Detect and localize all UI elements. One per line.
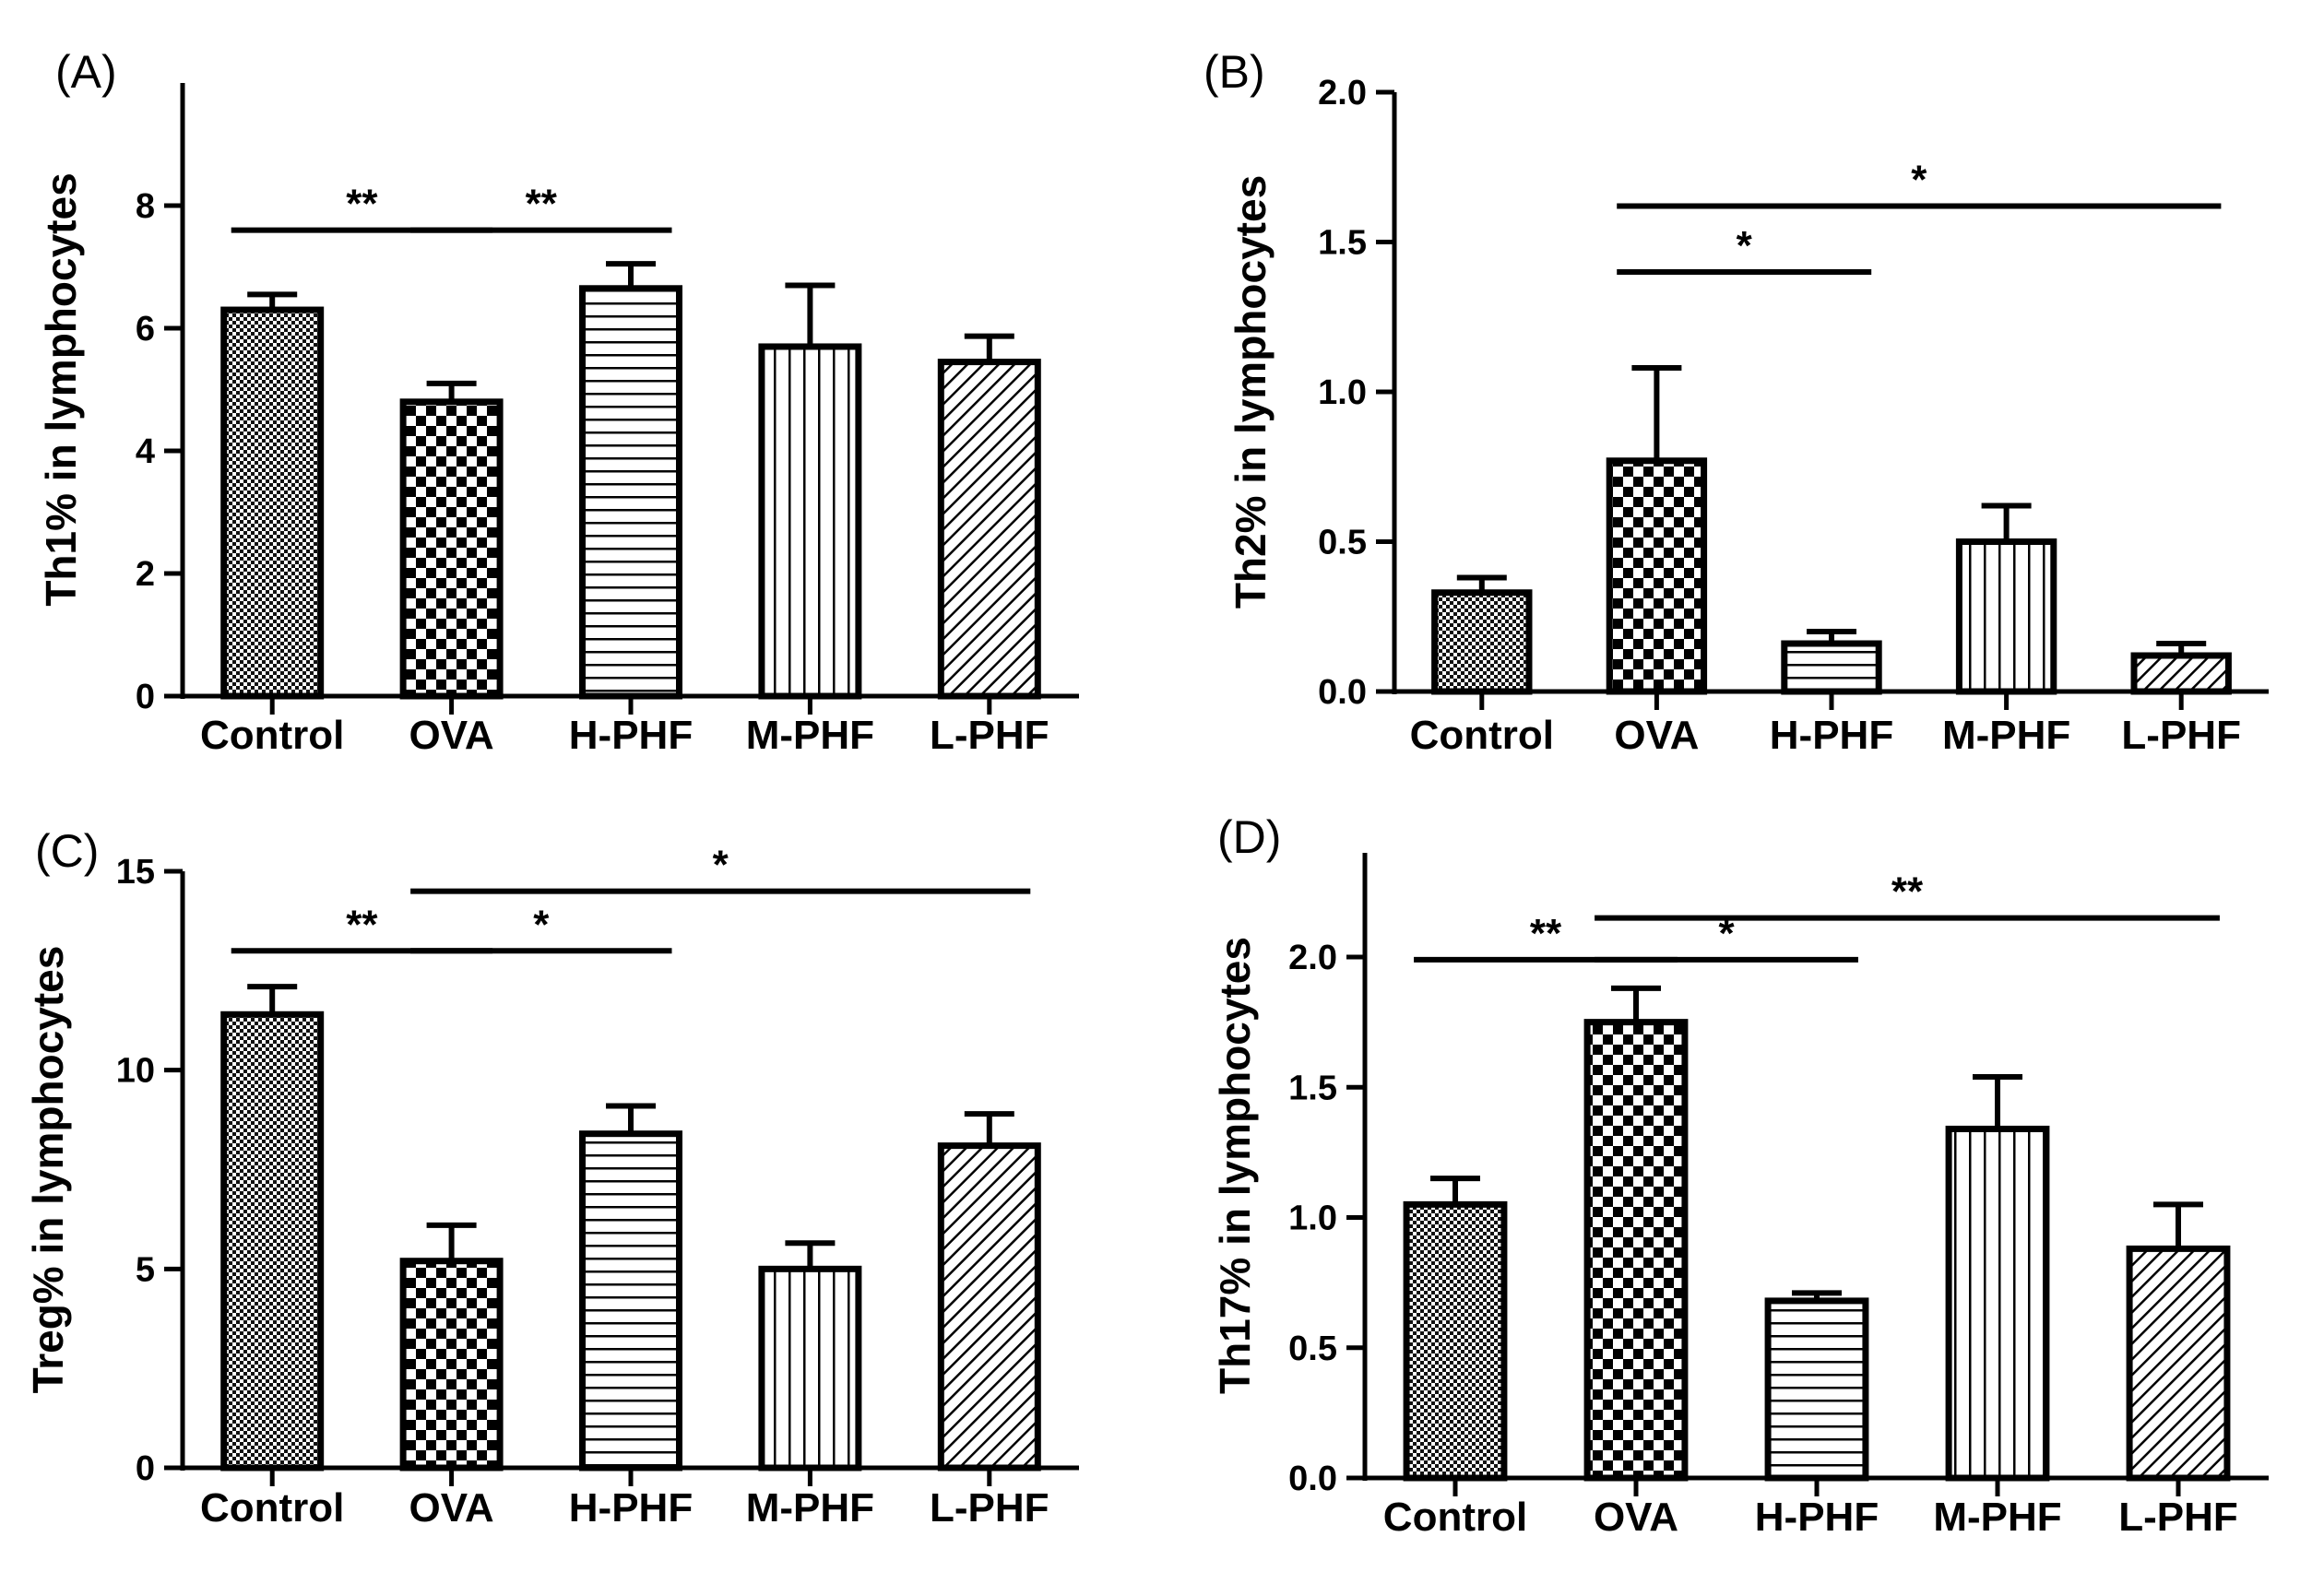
- y-tick-label: 2.0: [1288, 939, 1337, 977]
- bar-h-phf: [1781, 640, 1882, 695]
- y-tick-label: 8: [136, 187, 155, 226]
- significance-label: *: [713, 843, 729, 888]
- x-tick-label: H-PHF: [1755, 1495, 1879, 1540]
- y-tick-label: 0.5: [1288, 1330, 1337, 1368]
- significance-label: *: [1718, 911, 1735, 956]
- chart-panel-3: (C) Treg% in lymphocytes 0 5 10 15 Control OVA H…: [24, 825, 1079, 1531]
- y-tick-label: 0: [136, 678, 155, 716]
- y-tick-label: 6: [136, 310, 155, 349]
- y-tick-label: 0.5: [1318, 524, 1367, 562]
- y-tick-label: 10: [116, 1052, 155, 1091]
- y-axis-title: Th17% in lymphocytes: [1211, 937, 1259, 1394]
- panel-label: (D): [1217, 811, 1281, 863]
- y-tick-label: 0.0: [1288, 1460, 1337, 1498]
- bar-h-phf: [579, 285, 682, 700]
- significance-label: **: [1530, 911, 1562, 956]
- significance-label: **: [1891, 869, 1924, 915]
- x-tick-label: Control: [1383, 1495, 1527, 1540]
- bar-l-phf: [937, 359, 1041, 700]
- panel-label: (A): [55, 46, 117, 98]
- significance-label: *: [533, 902, 550, 947]
- y-axis-title: Th1% in lymphocytes: [37, 172, 85, 606]
- x-tick-label: L-PHF: [2121, 713, 2241, 758]
- x-tick-label: M-PHF: [1933, 1495, 2061, 1540]
- bar-ova: [399, 1258, 504, 1472]
- y-axis-title: Th2% in lymphocytes: [1227, 175, 1275, 609]
- y-tick-label: 15: [116, 853, 155, 892]
- x-tick-label: M-PHF: [746, 713, 874, 758]
- x-tick-label: OVA: [1594, 1495, 1678, 1540]
- y-tick-label: 2: [136, 555, 155, 594]
- chart-panel-1: (A) Th1% in lymphocytes 0 2 4 6 8 Control OVA H-P…: [37, 46, 1079, 758]
- significance-label: *: [1737, 223, 1753, 268]
- panel-label: (B): [1204, 46, 1265, 98]
- y-tick-label: 1.5: [1288, 1069, 1337, 1107]
- y-tick-label: 2.0: [1318, 74, 1367, 112]
- bar-control: [220, 306, 325, 700]
- y-tick-label: 1.0: [1318, 373, 1367, 412]
- chart-panel-4: (D) Th17% in lymphocytes 0.0 0.5 1.0 1.5 2.0 Co…: [1211, 811, 2269, 1540]
- x-tick-label: M-PHF: [746, 1485, 874, 1531]
- x-tick-label: L-PHF: [2118, 1495, 2238, 1540]
- x-tick-label: OVA: [409, 1485, 494, 1531]
- bar-ova: [1583, 1019, 1689, 1482]
- x-tick-label: H-PHF: [569, 1485, 693, 1531]
- x-tick-label: Control: [1410, 713, 1554, 758]
- bar-ova: [399, 398, 504, 700]
- y-tick-label: 5: [136, 1250, 155, 1289]
- x-tick-label: OVA: [409, 713, 494, 758]
- y-tick-label: 0: [136, 1449, 155, 1488]
- bar-control: [1403, 1200, 1508, 1482]
- bar-l-phf: [937, 1142, 1041, 1472]
- x-tick-label: Control: [200, 713, 344, 758]
- bar-l-phf: [2130, 652, 2232, 695]
- significance-label: *: [1911, 158, 1927, 203]
- significance-label: **: [526, 182, 558, 227]
- x-tick-label: L-PHF: [930, 1485, 1049, 1531]
- panel-label: (C): [35, 825, 99, 877]
- bar-m-phf: [758, 1265, 862, 1472]
- significance-label: **: [346, 902, 378, 947]
- bar-h-phf: [1764, 1297, 1869, 1482]
- chart-panel-2: (B) Th2% in lymphocytes 0.0 0.5 1.0 1.5 2.0 Con…: [1204, 46, 2269, 758]
- bar-ova: [1606, 457, 1708, 695]
- x-tick-label: H-PHF: [569, 713, 693, 758]
- y-axis-title: Treg% in lymphocytes: [24, 946, 72, 1394]
- significance-label: **: [346, 182, 378, 227]
- bar-m-phf: [1945, 1125, 2050, 1482]
- y-tick-label: 0.0: [1318, 673, 1367, 712]
- bar-h-phf: [579, 1130, 682, 1472]
- y-tick-label: 1.0: [1288, 1200, 1337, 1238]
- bar-control: [220, 1011, 325, 1472]
- x-tick-label: H-PHF: [1770, 713, 1893, 758]
- bar-m-phf: [1955, 538, 2057, 695]
- y-tick-label: 4: [136, 432, 155, 471]
- x-tick-label: Control: [200, 1485, 344, 1531]
- bar-m-phf: [758, 343, 862, 700]
- bar-control: [1431, 589, 1533, 695]
- bar-l-phf: [2126, 1245, 2231, 1482]
- x-tick-label: M-PHF: [1942, 713, 2070, 758]
- y-tick-label: 1.5: [1318, 224, 1367, 263]
- x-tick-label: L-PHF: [930, 713, 1049, 758]
- x-tick-label: OVA: [1614, 713, 1699, 758]
